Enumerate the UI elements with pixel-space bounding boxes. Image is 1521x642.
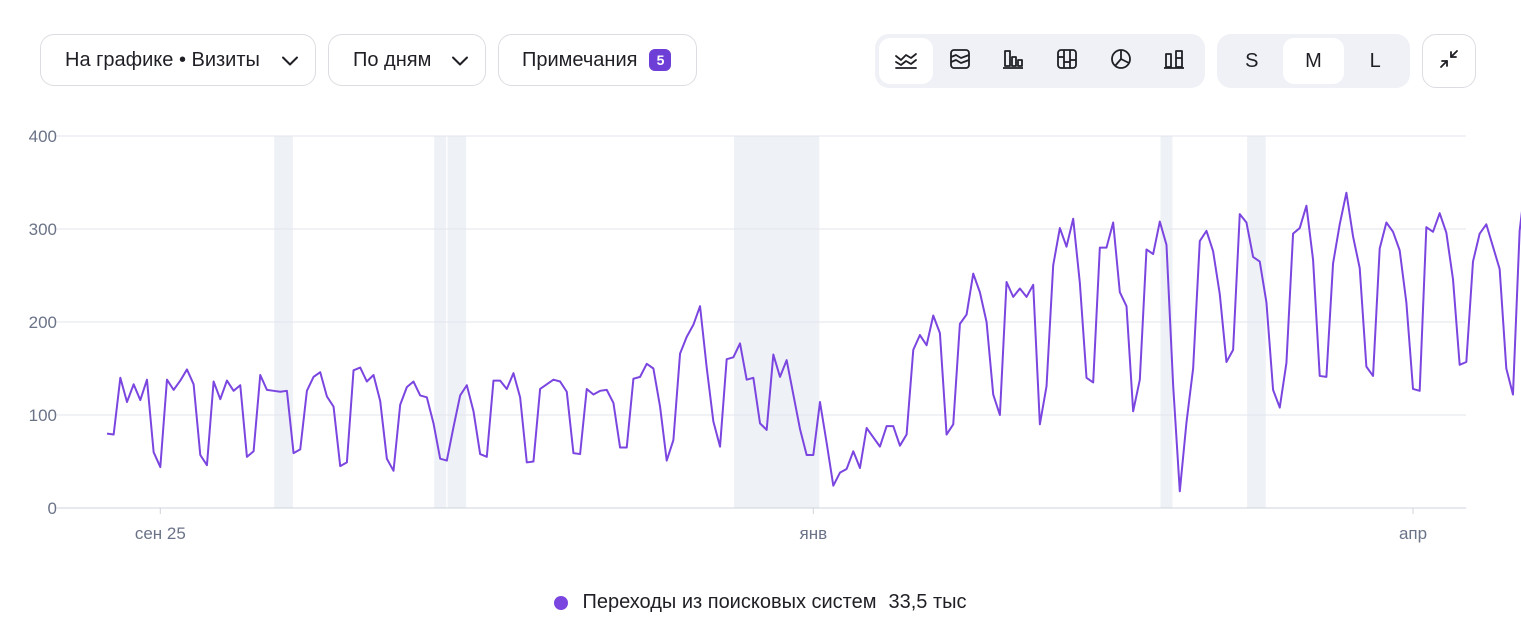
chart-toolbar: На графике • Визиты По дням Примечания 5: [40, 34, 1476, 88]
size-l-button[interactable]: L: [1369, 49, 1381, 72]
legend-series-total: 33,5 тыс: [888, 591, 967, 613]
chart-legend: Переходы из поисковых систем 33,5 тыс: [0, 591, 1521, 614]
y-tick-label: 200: [29, 313, 57, 332]
x-axis-ticks: сен 25 янв апр: [135, 508, 1427, 543]
chart-type-switcher: [875, 34, 1205, 88]
bar-chart-icon: [1001, 47, 1025, 76]
notes-button[interactable]: Примечания 5: [498, 34, 697, 86]
chevron-down-icon: [281, 52, 299, 70]
metric-dropdown[interactable]: На графике • Визиты: [40, 34, 316, 86]
legend-series-name: Переходы из поисковых систем: [582, 591, 877, 613]
chart-grid: [57, 135, 1466, 509]
chart-type-line-button[interactable]: [879, 38, 933, 84]
grouping-dropdown-label: По дням: [353, 48, 432, 71]
chart-type-stacked-bar-button[interactable]: [1040, 38, 1094, 84]
collapse-button[interactable]: [1422, 34, 1476, 88]
x-tick-label: янв: [800, 524, 828, 543]
y-tick-label: 0: [48, 499, 57, 518]
line-chart-icon: [894, 47, 918, 76]
chart-type-bar-button[interactable]: [986, 38, 1040, 84]
series-lines: [106, 191, 1521, 493]
size-s-button[interactable]: S: [1245, 49, 1259, 72]
y-tick-label: 400: [29, 127, 57, 146]
series-line-0: [106, 191, 1521, 493]
size-m-button[interactable]: M: [1282, 38, 1345, 84]
series-color-dot: [554, 595, 569, 610]
notes-count-badge: 5: [649, 49, 672, 71]
column-chart-icon: [1162, 47, 1186, 76]
x-tick-label: сен 25: [135, 524, 186, 543]
metric-dropdown-label: На графике • Визиты: [65, 48, 260, 71]
grouping-dropdown[interactable]: По дням: [328, 34, 486, 86]
notes-label: Примечания: [522, 48, 638, 71]
y-tick-label: 100: [29, 406, 57, 425]
size-switcher: S M L: [1217, 34, 1410, 88]
pie-chart-icon: [1109, 47, 1133, 76]
chevron-down-icon: [451, 52, 469, 70]
collapse-icon: [1438, 48, 1460, 75]
chart-type-pie-button[interactable]: [1094, 38, 1148, 84]
chart-type-column-button[interactable]: [1147, 38, 1201, 84]
x-tick-label: апр: [1399, 524, 1427, 543]
visits-line-chart: 0 100 200 300 400 сен 25 янв апр: [29, 127, 1521, 543]
chart-type-area-button[interactable]: [933, 38, 987, 84]
stacked-bar-icon: [1055, 47, 1079, 76]
y-axis-ticks: 0 100 200 300 400: [29, 127, 57, 518]
stacked-area-icon: [948, 47, 972, 76]
y-tick-label: 300: [29, 220, 57, 239]
